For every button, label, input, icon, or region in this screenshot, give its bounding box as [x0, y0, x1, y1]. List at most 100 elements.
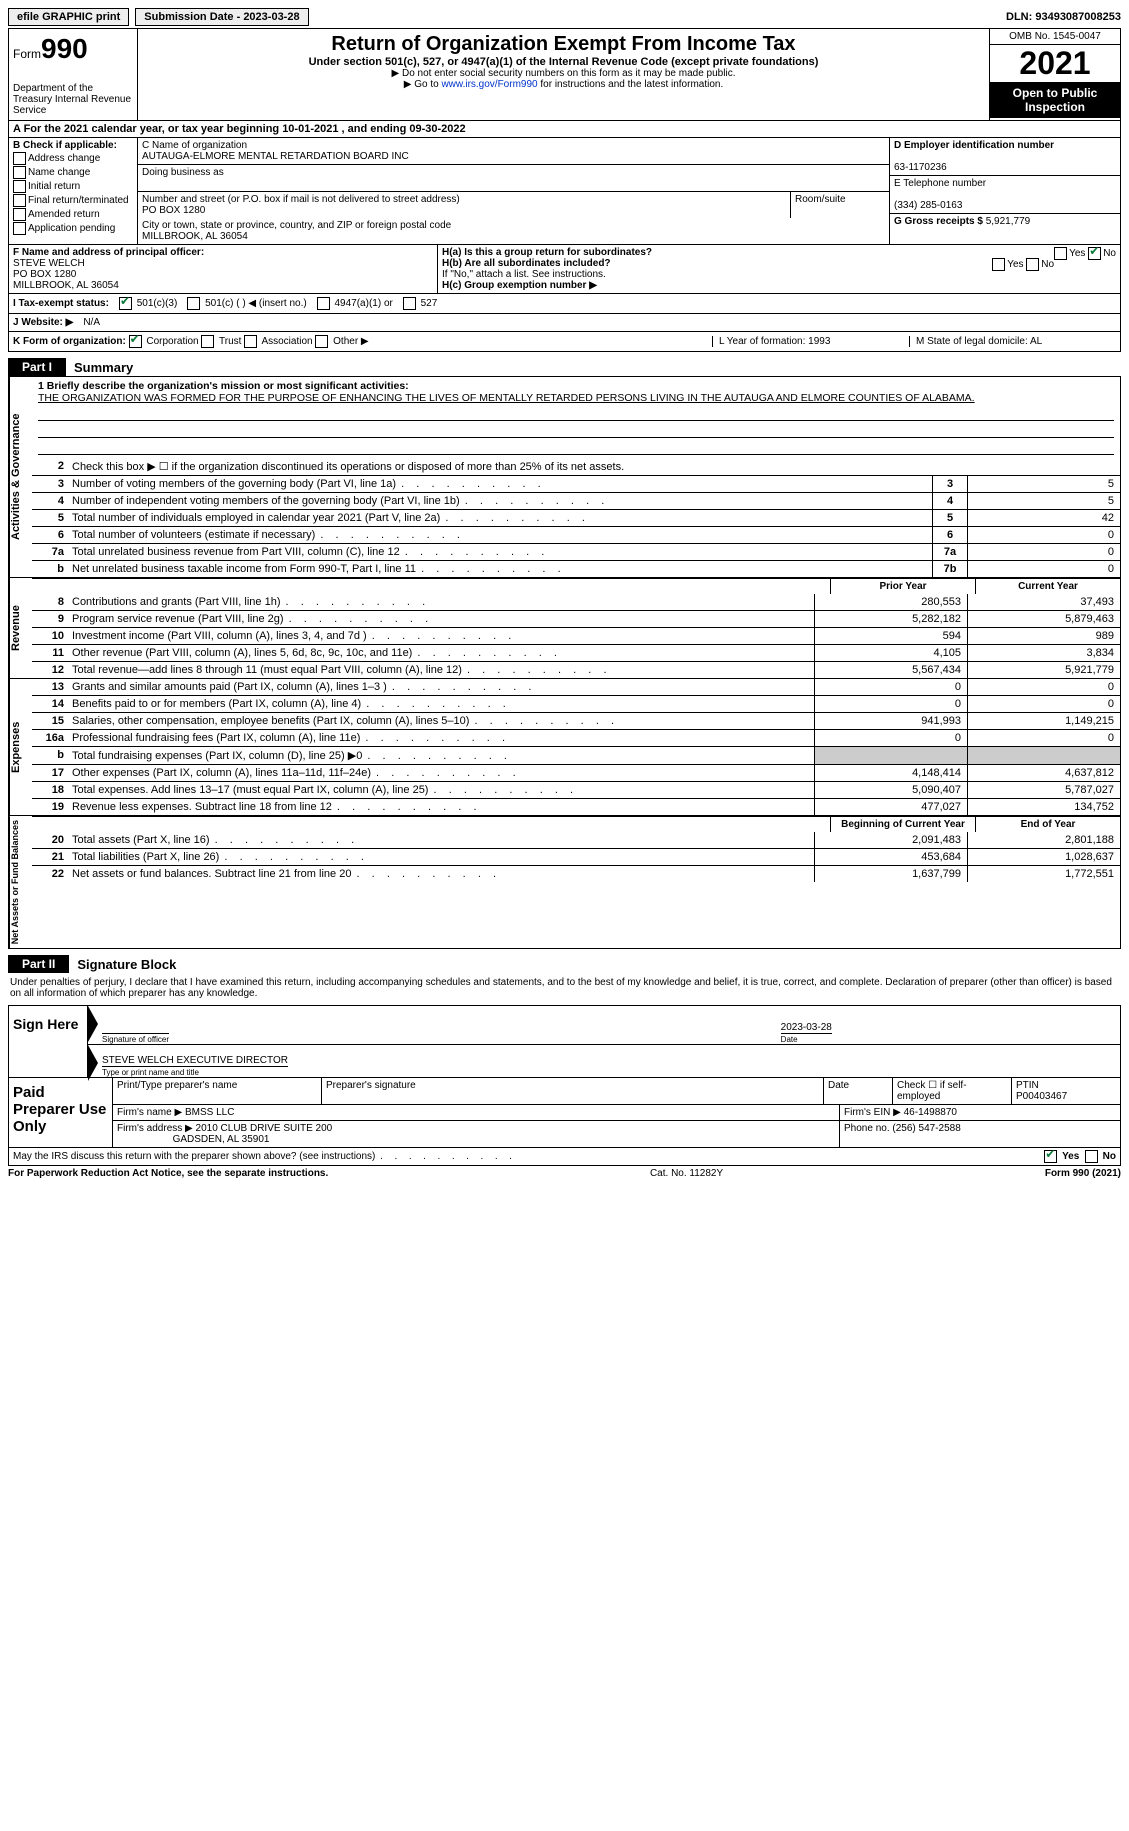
summary-line: 18Total expenses. Add lines 13–17 (must …: [32, 781, 1120, 798]
org-name: AUTAUGA-ELMORE MENTAL RETARDATION BOARD …: [142, 151, 409, 162]
row-a-period: A For the 2021 calendar year, or tax yea…: [8, 121, 1121, 138]
irs-link[interactable]: www.irs.gov/Form990: [441, 79, 537, 90]
cb-name[interactable]: [13, 166, 26, 179]
top-toolbar: efile GRAPHIC print Submission Date - 20…: [8, 8, 1121, 26]
submission-date-button[interactable]: Submission Date - 2023-03-28: [135, 8, 308, 26]
summary-line: 19Revenue less expenses. Subtract line 1…: [32, 798, 1120, 815]
summary-line: bTotal fundraising expenses (Part IX, co…: [32, 746, 1120, 764]
website-row: J Website: ▶ N/A: [8, 314, 1121, 332]
officer-label: F Name and address of principal officer:: [13, 247, 204, 258]
form-header: Form990 Department of the Treasury Inter…: [8, 28, 1121, 121]
part1-header: Part I Summary: [8, 358, 1121, 376]
entity-section: B Check if applicable: Address change Na…: [8, 138, 1121, 245]
prep-selfemp: Check ☐ if self-employed: [893, 1078, 1012, 1104]
discuss-row: May the IRS discuss this return with the…: [8, 1148, 1121, 1166]
ein-label: D Employer identification number: [894, 140, 1054, 151]
col-b-checkboxes: B Check if applicable: Address change Na…: [9, 138, 138, 244]
discuss-yes[interactable]: [1044, 1150, 1057, 1163]
summary-line: 2Check this box ▶ ☐ if the organization …: [32, 458, 1120, 475]
city-value: MILLBROOK, AL 36054: [142, 231, 248, 242]
side-revenue: Revenue: [9, 578, 32, 678]
firm-name: BMSS LLC: [185, 1107, 234, 1118]
gross-value: 5,921,779: [986, 216, 1031, 227]
summary-governance: Activities & Governance 1 Briefly descri…: [8, 376, 1121, 578]
cb-initial[interactable]: [13, 180, 26, 193]
summary-expenses: Expenses 13Grants and similar amounts pa…: [8, 679, 1121, 816]
form-number: Form990: [13, 33, 133, 65]
ptin-value: P00403467: [1016, 1091, 1067, 1102]
officer-name: STEVE WELCH: [13, 258, 85, 269]
part2-header: Part II Signature Block: [8, 955, 1121, 973]
firm-phone: (256) 547-2588: [892, 1123, 960, 1134]
city-label: City or town, state or province, country…: [142, 220, 451, 231]
cb-address[interactable]: [13, 152, 26, 165]
cb-527[interactable]: [403, 297, 416, 310]
phone-value: (334) 285-0163: [894, 200, 962, 211]
summary-line: 9Program service revenue (Part VIII, lin…: [32, 610, 1120, 627]
gross-label: G Gross receipts $: [894, 216, 983, 227]
hb-yes[interactable]: [992, 258, 1005, 271]
ha-yes[interactable]: [1054, 247, 1067, 260]
form-subtitle: Under section 501(c), 527, or 4947(a)(1)…: [142, 56, 985, 68]
summary-netassets: Net Assets or Fund Balances Beginning of…: [8, 816, 1121, 949]
cb-assoc[interactable]: [244, 335, 257, 348]
summary-line: 22Net assets or fund balances. Subtract …: [32, 865, 1120, 882]
hb-no[interactable]: [1026, 258, 1039, 271]
cb-501c[interactable]: [187, 297, 200, 310]
sig-arrow-icon: [88, 1006, 98, 1042]
summary-line: 6Total number of volunteers (estimate if…: [32, 526, 1120, 543]
hc-label: H(c) Group exemption number ▶: [442, 280, 597, 291]
cb-4947[interactable]: [317, 297, 330, 310]
fgh-section: F Name and address of principal officer:…: [8, 245, 1121, 294]
cb-pending[interactable]: [13, 222, 26, 235]
dba-label: Doing business as: [142, 167, 224, 178]
sig-declaration: Under penalties of perjury, I declare th…: [8, 973, 1121, 1003]
sig-officer-label: Signature of officer: [102, 1033, 169, 1044]
discuss-no[interactable]: [1085, 1150, 1098, 1163]
efile-print-button[interactable]: efile GRAPHIC print: [8, 8, 129, 26]
cb-amended[interactable]: [13, 208, 26, 221]
summary-line: 20Total assets (Part X, line 16)2,091,48…: [32, 832, 1120, 848]
summary-line: 10Investment income (Part VIII, column (…: [32, 627, 1120, 644]
mission-q: 1 Briefly describe the organization's mi…: [38, 380, 409, 392]
ha-label: H(a) Is this a group return for subordin…: [442, 247, 652, 258]
phone-label: E Telephone number: [894, 178, 986, 189]
dept-label: Department of the Treasury Internal Reve…: [13, 83, 133, 116]
cb-501c3[interactable]: [119, 297, 132, 310]
prep-date-label: Date: [824, 1078, 893, 1104]
firm-addr1: 2010 CLUB DRIVE SUITE 200: [196, 1123, 333, 1134]
sig-name-title: STEVE WELCH EXECUTIVE DIRECTOR: [102, 1055, 288, 1066]
prep-name-label: Print/Type preparer's name: [113, 1078, 322, 1104]
sign-here-block: Sign Here Signature of officer 2023-03-2…: [8, 1005, 1121, 1078]
cb-final[interactable]: [13, 194, 26, 207]
website-value: N/A: [83, 317, 100, 328]
summary-line: 12Total revenue—add lines 8 through 11 (…: [32, 661, 1120, 678]
prep-sig-label: Preparer's signature: [322, 1078, 824, 1104]
hb-label: H(b) Are all subordinates included?: [442, 258, 611, 269]
summary-line: 21Total liabilities (Part X, line 26)453…: [32, 848, 1120, 865]
note-link: ▶ Go to www.irs.gov/Form990 for instruct…: [142, 79, 985, 90]
summary-line: 8Contributions and grants (Part VIII, li…: [32, 594, 1120, 610]
cb-corp[interactable]: [129, 335, 142, 348]
tax-year: 2021: [990, 45, 1120, 82]
paid-preparer-block: Paid Preparer Use Only Print/Type prepar…: [8, 1078, 1121, 1148]
mission-text: THE ORGANIZATION WAS FORMED FOR THE PURP…: [38, 392, 975, 404]
summary-line: 3Number of voting members of the governi…: [32, 475, 1120, 492]
k-row: K Form of organization: Corporation Trus…: [8, 332, 1121, 352]
ha-no[interactable]: [1088, 247, 1101, 260]
cb-other[interactable]: [315, 335, 328, 348]
summary-line: 11Other revenue (Part VIII, column (A), …: [32, 644, 1120, 661]
omb-number: OMB No. 1545-0047: [990, 29, 1120, 45]
summary-line: 4Number of independent voting members of…: [32, 492, 1120, 509]
officer-addr2: MILLBROOK, AL 36054: [13, 280, 119, 291]
side-governance: Activities & Governance: [9, 377, 32, 577]
org-name-label: C Name of organization: [142, 140, 247, 151]
side-netassets: Net Assets or Fund Balances: [9, 816, 32, 948]
firm-ein: 46-1498870: [904, 1107, 957, 1118]
cb-trust[interactable]: [201, 335, 214, 348]
state-domicile: M State of legal domicile: AL: [909, 336, 1116, 347]
summary-line: 14Benefits paid to or for members (Part …: [32, 695, 1120, 712]
dln-label: DLN: 93493087008253: [1006, 11, 1121, 23]
public-inspection: Open to Public Inspection: [990, 82, 1120, 118]
page-footer: For Paperwork Reduction Act Notice, see …: [8, 1166, 1121, 1181]
